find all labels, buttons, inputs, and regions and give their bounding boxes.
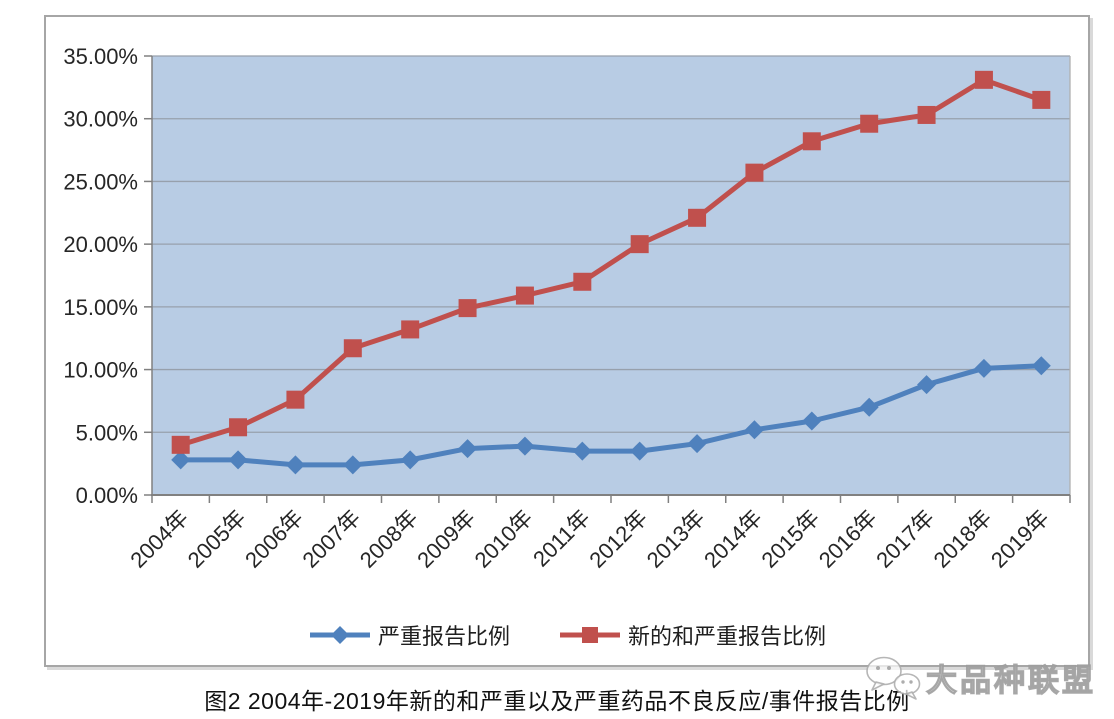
data-point-marker-0 bbox=[687, 434, 707, 454]
series-line-1 bbox=[178, 77, 1044, 448]
data-point-marker-1 bbox=[860, 114, 879, 133]
chart-legend: 严重报告比例 新的和严重报告比例 bbox=[46, 619, 1088, 651]
x-axis-tick-label: 2012年 bbox=[584, 505, 652, 573]
data-point-marker-0 bbox=[802, 411, 822, 431]
data-point-marker-0 bbox=[285, 455, 305, 475]
data-point-marker-1 bbox=[229, 418, 248, 437]
data-point-marker-1 bbox=[573, 272, 592, 291]
data-point-marker-1 bbox=[401, 320, 420, 339]
data-point-marker-1 bbox=[974, 70, 993, 89]
data-point-marker-0 bbox=[515, 436, 535, 456]
legend-item-new-and-severe: 新的和严重报告比例 bbox=[558, 619, 826, 651]
y-axis-tick-label: 35.00% bbox=[63, 44, 138, 69]
y-axis-tick-label: 25.00% bbox=[63, 169, 138, 194]
y-axis-tick-label: 15.00% bbox=[63, 295, 138, 320]
data-point-marker-0 bbox=[744, 420, 764, 440]
data-point-marker-0 bbox=[974, 358, 994, 378]
data-point-marker-1 bbox=[171, 435, 190, 454]
data-point-marker-1 bbox=[515, 286, 534, 305]
line-chart: 0.00% 5.00% 10.00% 15.00% 20.00% 25.00% 30.00%… bbox=[63, 44, 1071, 573]
data-point-marker-0 bbox=[859, 397, 879, 417]
x-axis-tick-label: 2008年 bbox=[355, 505, 423, 573]
data-point-marker-1 bbox=[745, 163, 764, 182]
legend-label-severe: 严重报告比例 bbox=[377, 624, 510, 649]
data-point-marker-1 bbox=[917, 105, 936, 124]
data-point-marker-0 bbox=[400, 450, 420, 470]
y-axis-tick-label: 10.00% bbox=[63, 358, 138, 383]
x-axis-tick-label: 2005年 bbox=[183, 505, 251, 573]
data-point-marker-1 bbox=[343, 339, 362, 358]
legend-item-severe: 严重报告比例 bbox=[308, 619, 510, 651]
data-point-marker-0 bbox=[458, 439, 478, 459]
x-axis-tick-label: 2007年 bbox=[297, 505, 365, 573]
series-line-0 bbox=[178, 363, 1044, 468]
data-point-marker-0 bbox=[171, 450, 191, 470]
x-axis-tick-label: 2014年 bbox=[699, 505, 767, 573]
x-axis-tick-label: 2010年 bbox=[470, 505, 538, 573]
watermark-text: 大品种联盟 bbox=[925, 662, 1096, 698]
y-axis-tick-label: 20.00% bbox=[63, 232, 138, 257]
x-axis-tick-label: 2019年 bbox=[986, 505, 1054, 573]
data-point-marker-0 bbox=[343, 455, 363, 475]
data-point-marker-0 bbox=[1031, 356, 1051, 376]
x-axis-tick-label: 2004年 bbox=[125, 505, 193, 573]
data-point-marker-1 bbox=[688, 208, 707, 227]
x-axis-tick-label: 2017年 bbox=[871, 505, 939, 573]
plot-area bbox=[152, 56, 1070, 495]
red-square-line-icon bbox=[560, 627, 620, 643]
x-axis-tick-label: 2011年 bbox=[528, 505, 595, 572]
figure-caption: 图2 2004年-2019年新的和严重以及严重药品不良反应/事件报告比例 bbox=[204, 688, 910, 714]
y-axis-tick-label: 30.00% bbox=[63, 107, 138, 132]
legend-label-new-and-severe: 新的和严重报告比例 bbox=[628, 624, 827, 649]
legend-marker-swatch-0 bbox=[330, 626, 349, 644]
data-point-marker-1 bbox=[458, 299, 477, 318]
legend-marker-swatch-1 bbox=[582, 627, 598, 643]
y-axis-tick-label: 5.00% bbox=[76, 420, 138, 445]
data-point-marker-0 bbox=[917, 375, 937, 395]
x-axis-tick-label: 2016年 bbox=[814, 505, 882, 573]
x-axis-tick-label: 2015年 bbox=[756, 505, 824, 573]
watermark: 大品种联盟 bbox=[862, 653, 1096, 701]
data-point-marker-0 bbox=[228, 450, 248, 470]
x-axis-tick-label: 2013年 bbox=[642, 505, 710, 573]
data-point-marker-1 bbox=[630, 235, 649, 254]
y-axis-tick-label: 0.00% bbox=[76, 483, 138, 508]
wechat-logo-icon bbox=[866, 656, 921, 700]
chart-frame: 0.00% 5.00% 10.00% 15.00% 20.00% 25.00% 30.00%… bbox=[44, 15, 1090, 667]
data-point-marker-0 bbox=[572, 441, 592, 461]
data-point-marker-1 bbox=[802, 132, 821, 151]
data-point-marker-1 bbox=[286, 390, 305, 409]
data-point-marker-0 bbox=[630, 441, 650, 461]
x-axis-tick-label: 2009年 bbox=[412, 505, 480, 573]
blue-diamond-line-icon bbox=[309, 626, 370, 644]
x-axis-tick-label: 2018年 bbox=[929, 505, 997, 573]
x-axis-tick-label: 2006年 bbox=[240, 505, 308, 573]
data-point-marker-1 bbox=[1032, 90, 1051, 109]
